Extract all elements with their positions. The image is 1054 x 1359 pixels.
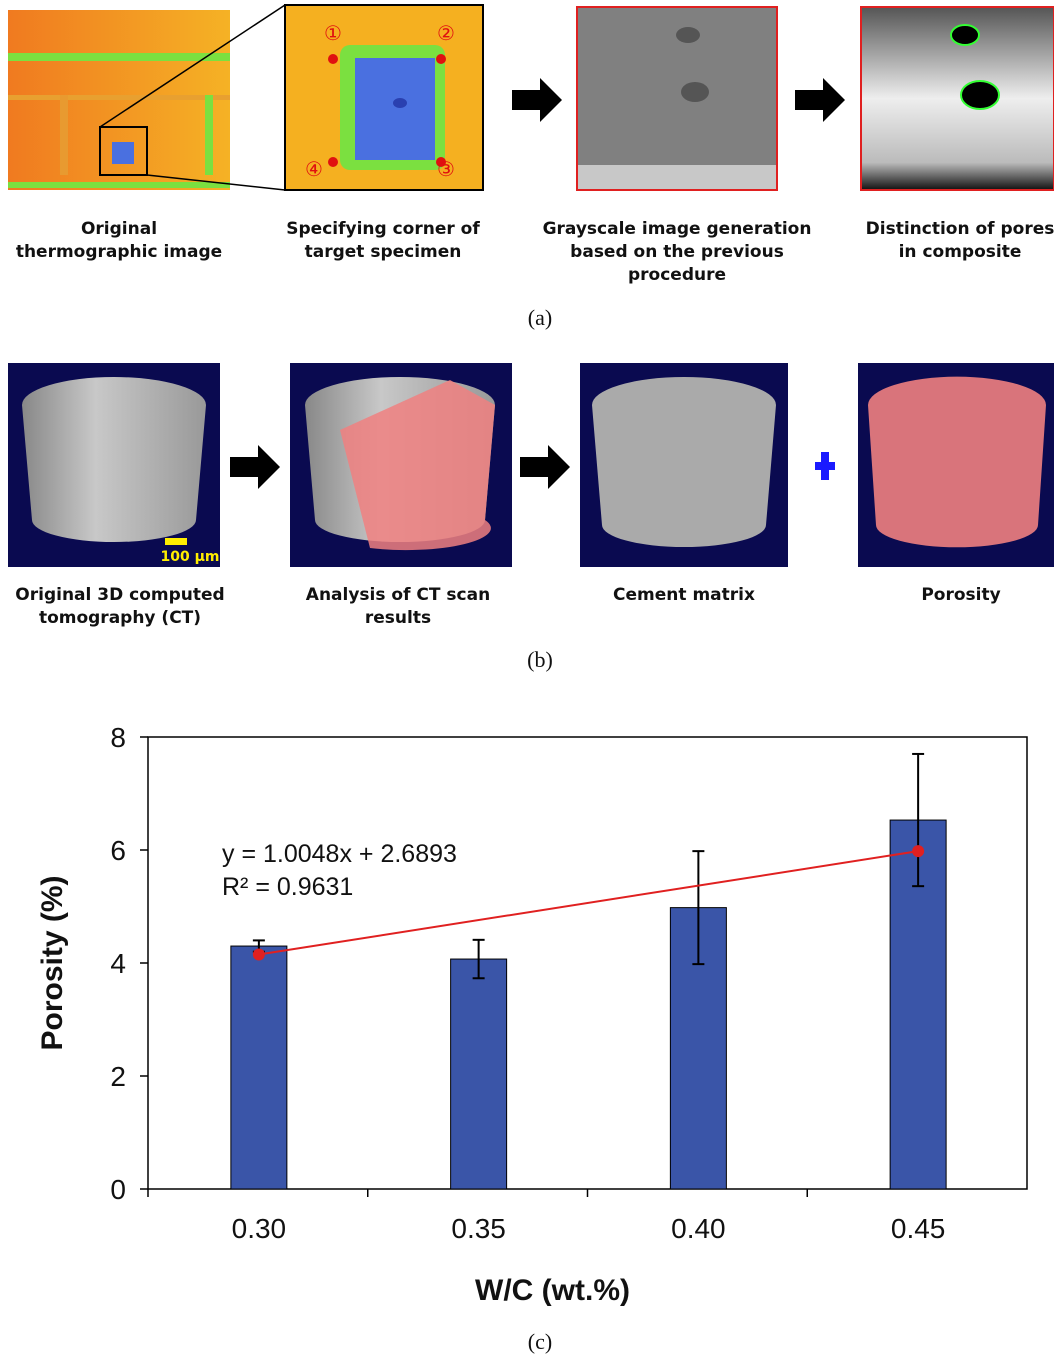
y-tick-label: 0 — [110, 1174, 126, 1205]
annotation: y = 1.0048x + 2.6893 — [222, 840, 457, 868]
step-label: target specimen — [305, 242, 462, 262]
step-label: Specifying corner of — [286, 219, 480, 239]
corner-label: ④ — [305, 157, 323, 181]
y-tick-label: 2 — [110, 1061, 126, 1092]
y-tick-label: 8 — [110, 722, 126, 753]
x-tick-label: 0.45 — [891, 1213, 946, 1244]
step-label: Distinction of pores — [866, 219, 1054, 239]
y-tick-label: 4 — [110, 948, 126, 979]
panel-caption: (c) — [528, 1329, 552, 1354]
corner-label: ③ — [437, 157, 455, 181]
step-label: Analysis of CT scan — [306, 585, 490, 605]
annotation: R² = 0.9631 — [222, 873, 353, 901]
step-label: results — [365, 608, 431, 628]
step-label: tomography (CT) — [39, 608, 201, 628]
corner-label: ② — [437, 21, 455, 45]
bar — [231, 946, 287, 1189]
trend-point — [253, 949, 265, 961]
step-label: based on the previous — [570, 242, 784, 262]
x-tick-label: 0.30 — [232, 1213, 287, 1244]
content: ① ② ③ ④ Original thermographic image Specifyin… — [15, 21, 1054, 1354]
panel-b-images — [8, 363, 1054, 567]
panel-caption: (b) — [527, 647, 553, 672]
panel-caption: (a) — [528, 305, 552, 330]
bar — [451, 959, 507, 1189]
x-tick-label: 0.40 — [671, 1213, 726, 1244]
step-label: Porosity — [921, 585, 1000, 605]
x-axis-label: W/C (wt.%) — [475, 1274, 630, 1307]
x-tick-label: 0.35 — [451, 1213, 506, 1244]
y-axis-label: Porosity (%) — [36, 875, 69, 1050]
step-label: Grayscale image generation — [543, 219, 812, 239]
figure: ① ② ③ ④ Original thermographic image Specifyin… — [0, 0, 1054, 1359]
step-label: thermographic image — [16, 242, 222, 262]
corner-label: ① — [324, 21, 342, 45]
step-label: Original — [81, 219, 157, 239]
scale-bar-label: 100 μm — [161, 549, 220, 565]
trend-point — [912, 845, 924, 857]
panel-a-images — [8, 5, 1054, 190]
step-label: in composite — [899, 242, 1022, 262]
step-label: procedure — [628, 265, 726, 285]
y-tick-label: 6 — [110, 835, 126, 866]
step-label: Cement matrix — [613, 585, 755, 605]
step-label: Original 3D computed — [15, 585, 224, 605]
